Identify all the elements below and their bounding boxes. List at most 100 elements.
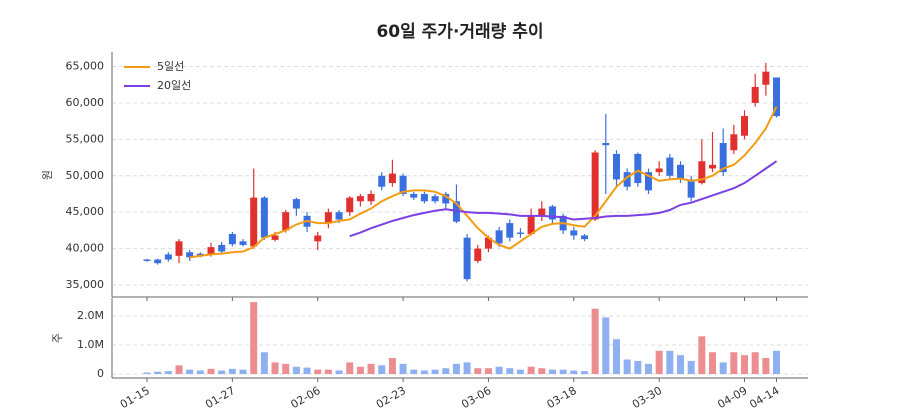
candle-body [495,230,503,244]
candle-body [698,161,706,184]
volume-bar [463,362,471,374]
volume-bar [218,370,226,374]
candle-body [634,153,642,184]
y-tick-label: 60,000 [66,96,105,109]
y-axis-label: 주 [51,333,64,343]
candle-body [388,173,396,184]
candle-body [164,254,172,260]
volume-bar [378,365,386,374]
y-tick-label: 65,000 [66,60,105,73]
y-tick-label: 35,000 [66,278,105,291]
volume-bar [623,359,631,374]
volume-bar [292,366,300,374]
volume-bar [420,370,428,374]
candle-body [367,193,375,202]
volume-bar [260,352,268,374]
candle-body [677,164,684,180]
candle-body [506,223,514,238]
volume-bar [356,366,364,374]
candle-body [218,244,226,252]
ma-line [349,160,778,238]
candle-body [324,212,332,224]
candle-body [196,253,204,256]
candle-body [143,259,151,261]
legend-label: 20일선 [157,78,191,92]
volume-bar [207,368,215,374]
volume-bar [335,370,343,374]
volume-bar [548,369,556,374]
volume-bar [559,369,567,374]
volume-bar [314,369,322,374]
candle-body [239,241,247,245]
candle-body [250,197,258,247]
volume-bar [602,317,610,374]
volume-bar [687,360,695,374]
candle-body [399,175,407,194]
candle-body [719,143,727,173]
y-tick-label: 2.0M [77,309,104,322]
candle-body [580,235,588,240]
volume-bar [474,368,482,374]
y-tick-label: 45,000 [66,205,105,218]
volume-bar [186,369,194,374]
candle-body [410,193,418,198]
volume-bar [644,363,652,374]
volume-bar [196,370,204,374]
volume-bar [538,368,546,374]
candle-body [378,175,386,187]
chart-title: 60일 주가·거래량 추이 [376,22,543,42]
candle-body [207,247,215,255]
volume-bar [442,368,450,374]
candle-body [271,235,279,240]
x-tick-label: 04-09 [715,384,749,411]
candle-body [356,196,364,202]
candle-body [762,71,770,85]
candle-body [741,116,749,136]
volume-bar [346,362,354,374]
candle-body [612,153,620,180]
volume-bar [154,371,162,374]
volume-bar [666,350,674,374]
y-tick-label: 0 [97,367,104,380]
volume-bar [506,368,514,374]
volume-bar [634,360,642,374]
y-tick-label: 50,000 [66,169,105,182]
candle-body [154,259,162,264]
volume-bar [164,371,172,374]
candle-body [463,237,471,280]
volume-bar [484,368,492,374]
x-tick-label: 01-27 [203,384,237,411]
candle-body [516,232,524,235]
volume-bar [762,358,770,374]
candle-body [346,197,354,213]
y-tick-label: 1.0M [77,338,104,351]
volume-bar [303,367,311,374]
volume-bar [282,363,290,374]
volume-bar [324,369,332,374]
candle-body [431,196,439,202]
volume-bar [527,366,535,374]
candle-body [442,193,450,204]
candle-body [335,212,343,220]
volume-bar [495,366,503,374]
x-tick-label: 02-23 [374,384,408,411]
volume-bar [709,352,717,374]
candle-body [484,237,492,249]
y-tick-label: 40,000 [66,242,105,255]
x-tick-label: 03-30 [630,384,664,411]
volume-bar [516,369,524,374]
volume-bar [431,369,439,374]
volume-bar [228,368,236,374]
candle-body [175,241,183,256]
candle-body [570,230,578,236]
candle-body [292,199,300,209]
candle-body [773,77,781,117]
volume-bar [410,369,418,374]
volume-bar [741,355,749,374]
volume-bar [591,308,599,374]
ma-line [189,106,778,259]
candle-body [282,212,290,231]
x-tick-label: 03-18 [545,384,579,411]
